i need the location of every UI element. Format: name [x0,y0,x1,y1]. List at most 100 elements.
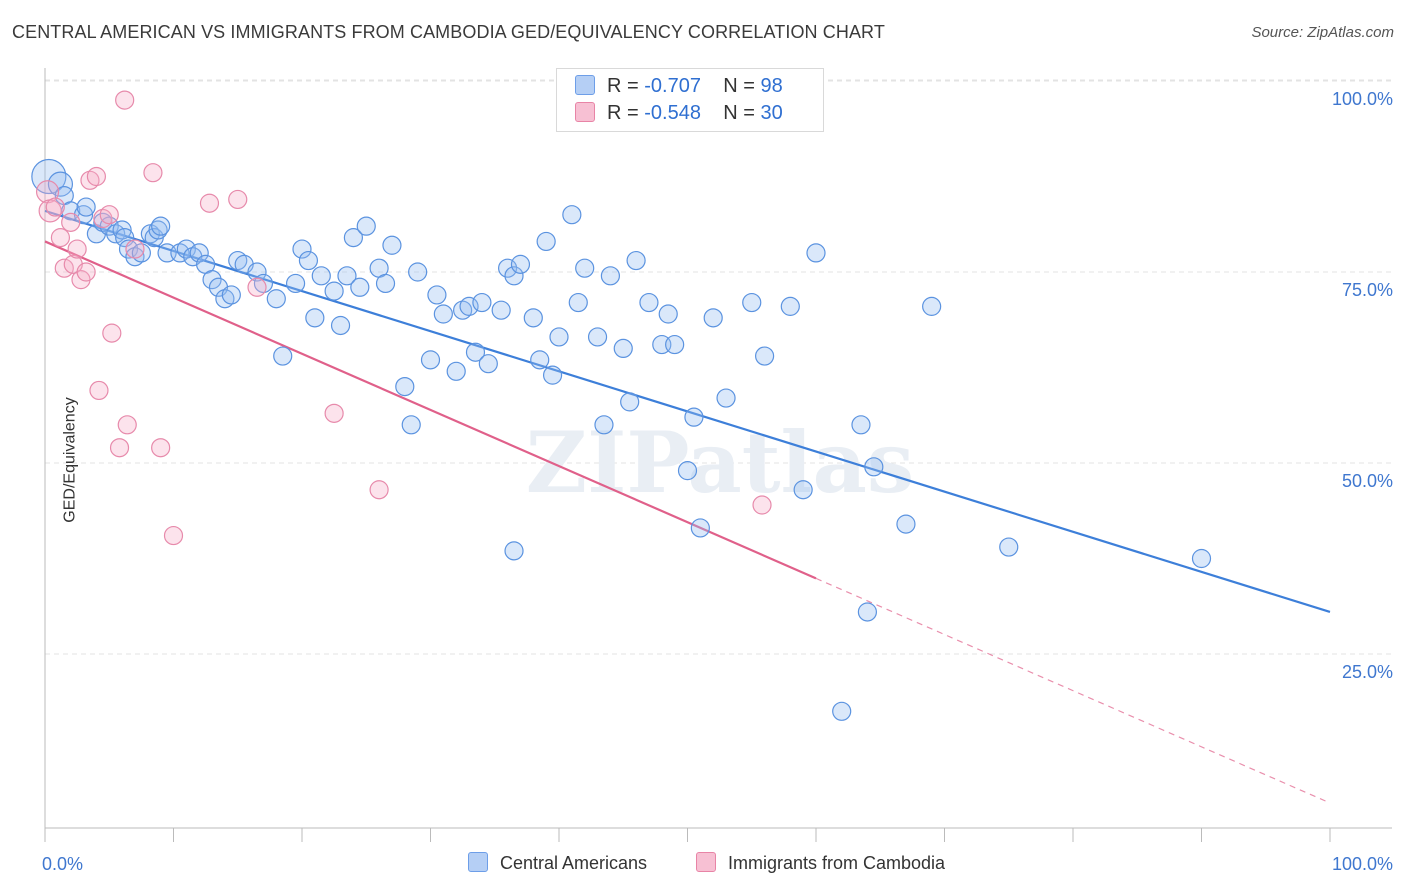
point-central-american [112,220,132,240]
point-cambodia [151,438,171,458]
point-cambodia [163,525,184,546]
point-cambodia [50,228,71,248]
point-central-american [510,254,531,274]
point-central-american [549,327,569,347]
legend-swatch-pink [575,102,595,122]
point-central-american [305,308,325,328]
point-central-american [465,342,486,362]
point-central-american [703,308,723,328]
point-central-american [639,292,659,313]
point-central-american [523,308,543,328]
r-value: -0.548 [644,102,701,124]
point-central-american [594,415,614,435]
point-central-american [356,216,376,236]
point-central-american [754,346,775,366]
point-central-american [562,205,582,225]
point-central-american [176,239,196,259]
point-cambodia [76,262,96,282]
point-cambodia [228,189,248,210]
data-points [31,90,1212,721]
point-central-american [780,296,800,316]
point-central-american [247,262,267,282]
point-central-american [285,273,306,294]
point-central-american [427,285,447,305]
point-central-american [350,277,370,297]
n-label: N = [723,102,755,124]
stats-legend: R = -0.707 N = 98 R = -0.548 N = 30 [556,68,824,132]
point-central-american [575,258,595,278]
point-central-american [472,292,492,313]
source-label: Source: ZipAtlas.com [1251,24,1394,41]
point-central-american [851,415,871,435]
point-cambodia [109,438,130,458]
point-cambodia [45,197,65,217]
point-central-american [530,350,550,370]
point-cambodia [143,163,163,183]
point-central-american [401,415,421,435]
point-central-american [542,365,563,385]
r-label: R = [607,75,639,97]
legend-row-cambodia: R = -0.548 N = 30 [575,102,783,125]
r-value: -0.707 [644,75,701,97]
point-cambodia [115,90,135,110]
point-central-american [536,231,556,252]
point-central-american [742,292,762,313]
point-central-american [446,361,466,381]
y-axis-label: GED/Equivalency [61,397,79,523]
point-central-american [298,250,319,271]
point-central-american [408,262,428,282]
point-central-american [857,602,878,622]
point-cambodia [99,205,119,225]
point-central-american [587,327,608,347]
point-central-american [47,171,74,197]
point-central-american [343,228,363,248]
point-central-american [31,158,67,195]
n-value: 30 [760,102,783,124]
point-central-american [832,701,852,721]
point-central-american [1191,548,1212,569]
point-central-american [118,239,139,259]
legend-row-central-americans: R = -0.707 N = 98 [575,75,783,98]
point-central-american [382,235,402,255]
point-central-american [324,281,344,301]
x-tick-label-max: 100.0% [1332,854,1393,874]
point-cambodia [752,495,772,515]
point-central-american [491,300,511,320]
point-central-american [311,266,331,286]
point-cambodia [67,239,87,259]
point-central-american [504,541,524,561]
point-central-american [677,461,698,481]
legend-label: Central Americans [500,853,648,873]
point-central-american [626,250,646,271]
tick-labels: 25.0% 50.0% 75.0% 100.0% 0.0% 100.0% [42,89,1393,874]
point-central-american [716,388,736,408]
axes [44,68,1392,842]
point-cambodia [199,193,220,213]
point-central-american [568,292,588,313]
point-central-american [498,258,518,278]
point-central-american [266,289,286,309]
point-central-american [658,304,678,324]
r-label: R = [607,102,639,124]
point-cambodia [324,403,344,423]
point-central-american [684,407,704,427]
legend-swatch-pink [696,852,716,872]
point-central-american [478,354,498,374]
point-cambodia [247,277,267,297]
point-cambodia [61,212,81,232]
point-central-american [273,346,293,366]
point-central-american [665,334,685,355]
y-tick-label: 75.0% [1342,280,1393,300]
point-central-american [620,392,640,412]
point-central-american [864,457,884,477]
point-central-american [202,270,222,290]
x-tick-label-min: 0.0% [42,854,83,874]
point-central-american [459,296,479,316]
point-central-american [613,338,633,358]
point-central-american [76,197,96,217]
y-tick-label: 100.0% [1332,89,1393,109]
point-cambodia [117,415,137,435]
point-central-american [151,216,171,236]
point-central-american [330,315,351,336]
point-central-american [793,480,813,500]
